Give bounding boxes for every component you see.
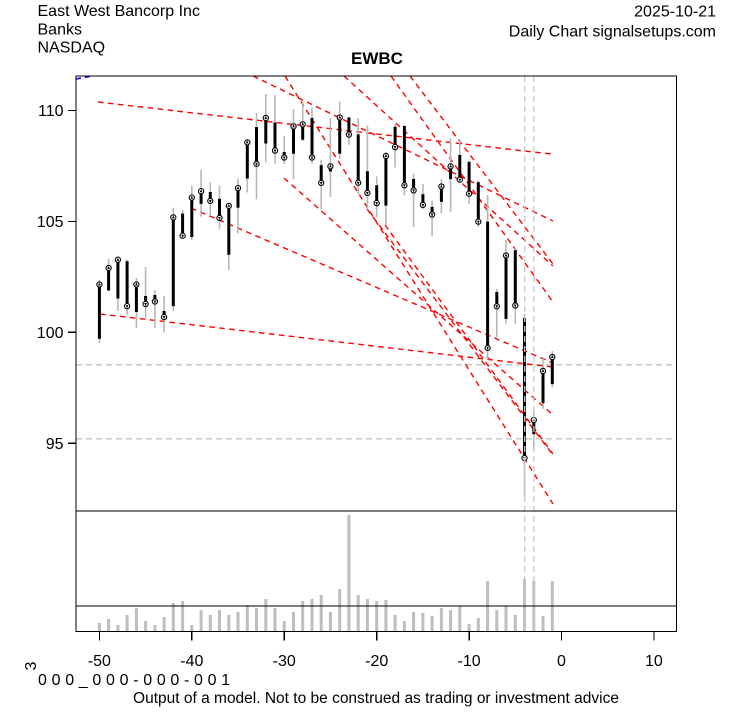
svg-text:Output of a model. Not to be c: Output of a model. Not to be construed a…: [133, 690, 619, 707]
svg-text:105: 105: [37, 214, 64, 231]
svg-text:Banks: Banks: [38, 21, 82, 38]
svg-text:110: 110: [38, 103, 64, 120]
svg-text:-30: -30: [273, 653, 296, 670]
svg-text:-20: -20: [365, 653, 388, 670]
svg-text:EWBC: EWBC: [351, 49, 403, 68]
svg-text:3: 3: [23, 661, 40, 670]
svg-text:NASDAQ: NASDAQ: [38, 40, 106, 57]
svg-text:0: 0: [557, 653, 566, 670]
svg-text:-10: -10: [458, 653, 481, 670]
svg-text:95: 95: [46, 436, 64, 453]
svg-text:2025-10-21: 2025-10-21: [634, 3, 716, 20]
svg-text:10: 10: [645, 653, 663, 670]
svg-text:Daily Chart signalsetups.com: Daily Chart signalsetups.com: [509, 23, 716, 40]
svg-text:-40: -40: [180, 653, 203, 670]
svg-text:100: 100: [37, 325, 64, 342]
svg-text:-50: -50: [88, 653, 111, 670]
svg-text:000_000-000-001: 000_000-000-001: [38, 672, 235, 689]
svg-text:East West Bancorp Inc: East West Bancorp Inc: [38, 3, 200, 20]
